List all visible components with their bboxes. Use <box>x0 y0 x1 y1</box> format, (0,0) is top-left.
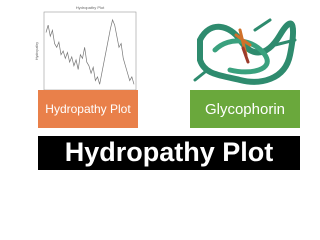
thumbnail: Hydropathy Plot Hydropathy Hydropathy Pl… <box>35 5 300 170</box>
hydropathy-line <box>45 18 135 85</box>
y-axis-label: Hydropathy <box>35 42 39 60</box>
left-label: Hydropathy Plot <box>45 102 131 116</box>
ribbon <box>193 18 297 82</box>
right-label-box <box>190 90 300 128</box>
right-label: Glycophorin <box>205 101 285 118</box>
left-label-box <box>38 90 138 128</box>
ribbon <box>212 38 270 75</box>
ligand <box>241 46 250 64</box>
plot-title: Hydropathy Plot <box>76 5 105 10</box>
plot-area <box>45 18 135 85</box>
banner-title: Hydropathy Plot <box>65 137 274 167</box>
protein-structure <box>193 18 297 85</box>
page: Hydropathy Plot Hydropathy Hydropathy Pl… <box>35 5 300 170</box>
banner-box <box>38 136 300 170</box>
